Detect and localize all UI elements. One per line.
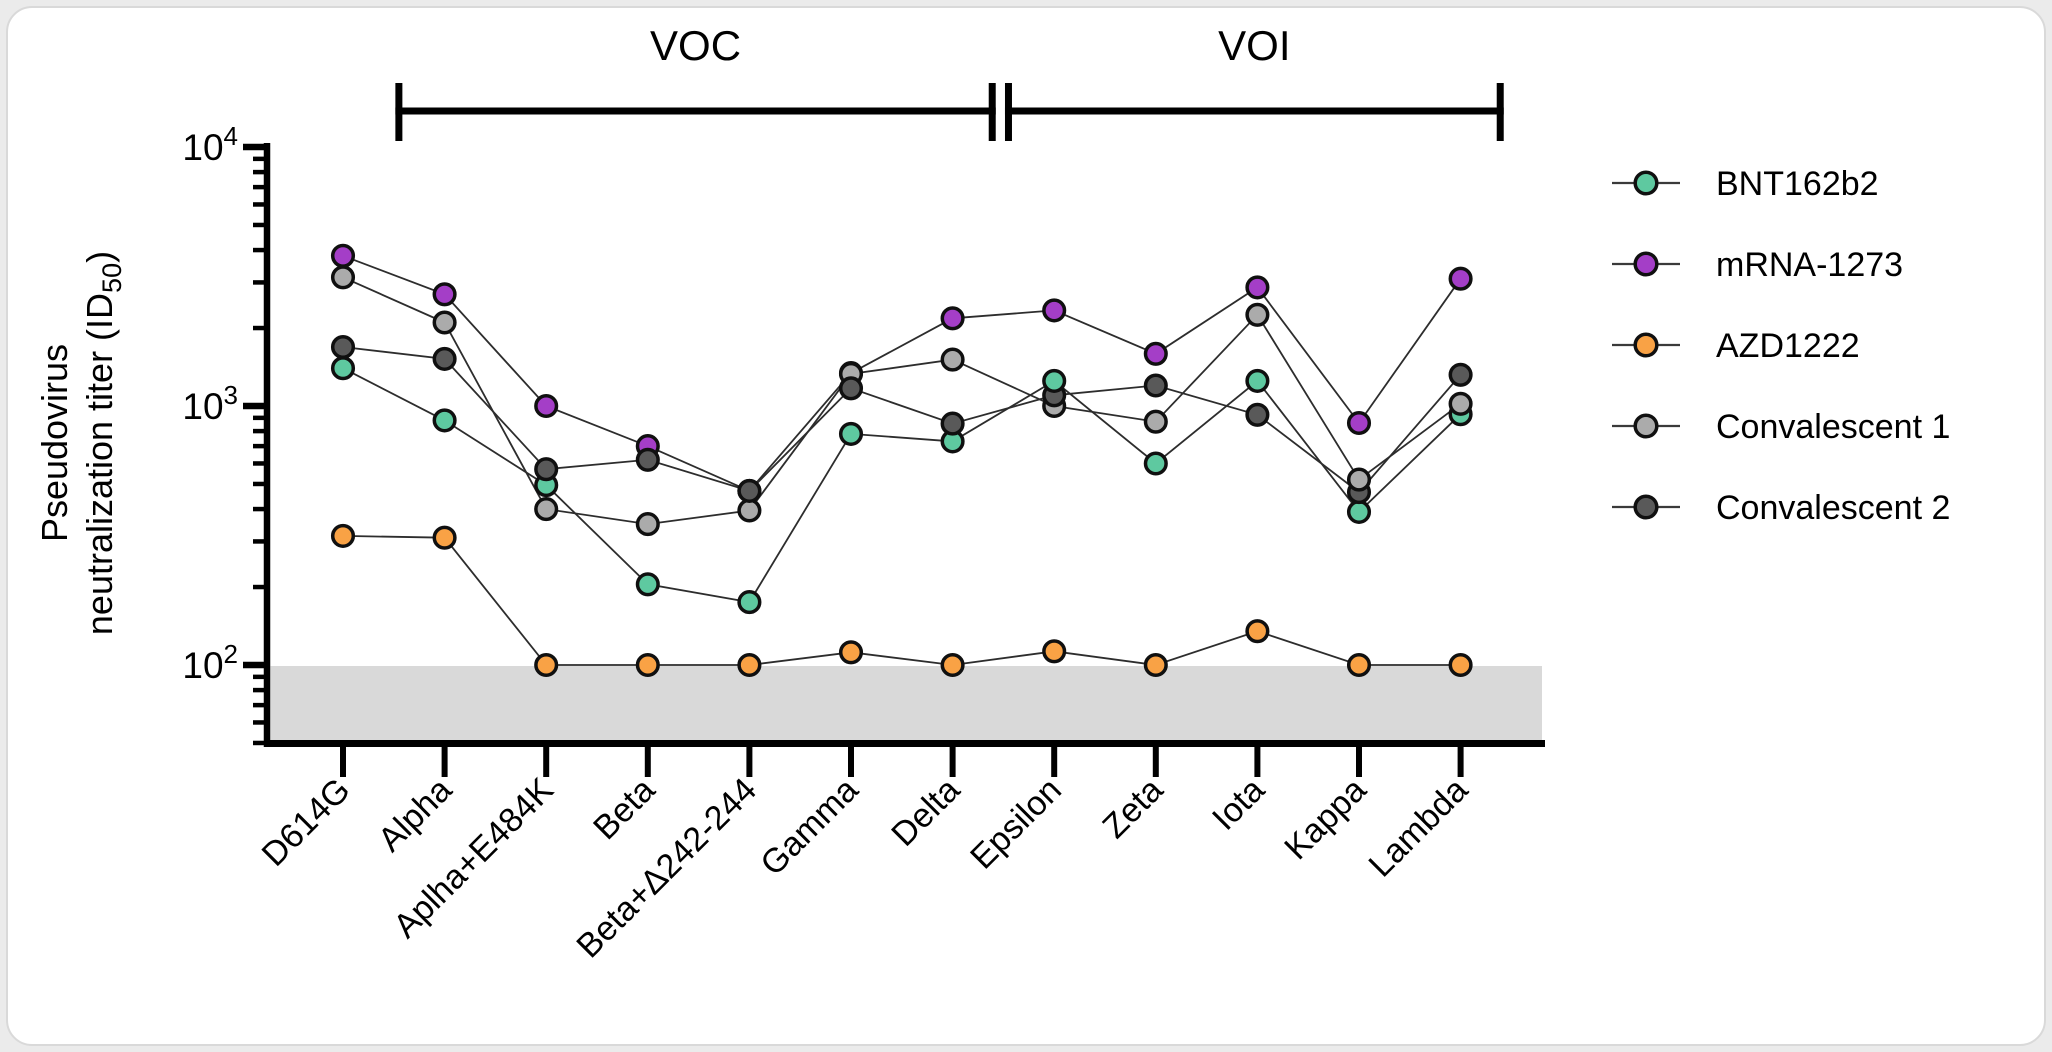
y-axis-title-line2: neutralization titer (ID50) (79, 251, 127, 635)
data-point (330, 243, 356, 268)
data-point (534, 497, 559, 522)
data-point (330, 523, 356, 548)
data-point (1143, 373, 1168, 398)
series-line-mRNA-1273 (342, 254, 1462, 492)
legend-label: BNT162b2 (1716, 165, 1879, 203)
data-point (1346, 499, 1372, 524)
data-point (1143, 409, 1168, 434)
data-point (432, 346, 457, 371)
legend-item-AZD1222: AZD1222 (1612, 327, 1860, 365)
series-line-Convalescent 1 (342, 276, 1462, 526)
data-point (635, 447, 660, 472)
data-point (1245, 275, 1270, 300)
data-point (432, 310, 457, 335)
data-point (635, 572, 660, 597)
lod-band-rect (270, 666, 1542, 740)
y-tick-label: 102 (182, 639, 238, 686)
x-tick-label: Beta+Δ242-244 (569, 771, 764, 966)
data-point (330, 356, 356, 381)
data-point (432, 408, 457, 433)
legend-marker (1633, 413, 1659, 439)
data-point (737, 498, 762, 523)
data-point (1143, 652, 1168, 678)
x-tick-label: Gamma (753, 771, 865, 883)
legend-marker (1633, 494, 1659, 520)
data-point (940, 347, 965, 372)
legend-item-Convalescent 2: Convalescent 2 (1612, 489, 1950, 527)
y-axis-title-line1: Pseudovirus (34, 344, 75, 542)
data-point (940, 306, 965, 331)
legend-label: mRNA-1273 (1716, 246, 1903, 284)
x-tick-label: Delta (884, 771, 967, 854)
legend-label: AZD1222 (1716, 327, 1860, 365)
legend: BNT162b2 mRNA-1273 AZD1222 Convalescent 1 Co… (1612, 165, 1950, 527)
x-tick-label: Kappa (1277, 771, 1373, 867)
data-point (635, 652, 660, 678)
data-point (1448, 266, 1473, 291)
series-line-Convalescent 2 (342, 346, 1462, 494)
x-tick-label: D614G (255, 771, 358, 874)
data-point (1245, 619, 1270, 644)
y-tick-label: 103 (182, 380, 238, 427)
data-point (940, 652, 965, 678)
data-point (330, 334, 356, 360)
data-point (534, 652, 559, 678)
series-line-BNT162b2 (342, 367, 1462, 604)
data-point (838, 376, 864, 401)
bracket-label-VOC: VOC (650, 22, 741, 69)
data-point (737, 590, 762, 615)
data-point (534, 457, 559, 482)
data-point (1042, 368, 1067, 393)
data-point (1245, 302, 1270, 327)
data-point (1448, 362, 1473, 387)
series-line-AZD1222 (342, 535, 1461, 666)
data-point (1448, 652, 1473, 678)
x-tick-label: Iota (1205, 771, 1272, 838)
x-tick-label: Epsilon (963, 771, 1069, 877)
y-axis: 104 103 102 (182, 121, 271, 747)
legend-label: Convalescent 2 (1716, 489, 1950, 527)
series-lines (342, 254, 1462, 666)
x-tick-label: Lambda (1362, 771, 1476, 885)
group-brackets: VOC VOI (395, 22, 1504, 141)
data-point (1143, 451, 1168, 476)
data-point (534, 393, 559, 419)
data-point (1042, 639, 1067, 664)
data-point (737, 652, 762, 678)
x-tick-label: Zeta (1095, 771, 1170, 846)
legend-item-mRNA-1273: mRNA-1273 (1612, 246, 1903, 284)
y-axis-title: Pseudovirus neutralization titer (ID50) (34, 251, 127, 635)
data-point (838, 421, 864, 446)
data-point (1245, 368, 1270, 393)
legend-item-Convalescent 1: Convalescent 1 (1612, 408, 1950, 446)
data-point (940, 411, 965, 436)
legend-marker (1633, 251, 1659, 277)
data-point (1346, 467, 1372, 492)
data-point (1042, 298, 1067, 323)
y-tick-label: 104 (182, 121, 238, 168)
data-point (1346, 410, 1372, 436)
legend-item-BNT162b2: BNT162b2 (1612, 165, 1879, 203)
data-point (330, 265, 356, 290)
legend-marker (1633, 332, 1659, 358)
data-point (635, 512, 660, 537)
data-point (1245, 402, 1270, 427)
legend-label: Convalescent 1 (1716, 408, 1950, 446)
legend-marker (1633, 170, 1659, 196)
data-point (838, 640, 864, 665)
data-point (432, 525, 457, 550)
lod-band (270, 666, 1542, 740)
data-point (1448, 391, 1473, 416)
x-tick-label: Alpha (371, 771, 459, 859)
data-points (330, 243, 1473, 678)
data-point (432, 282, 457, 307)
data-point (1346, 652, 1372, 678)
data-point (737, 478, 762, 503)
x-tick-label: Beta (586, 771, 662, 847)
bracket-label-VOI: VOI (1218, 22, 1290, 69)
data-point (1143, 341, 1168, 366)
